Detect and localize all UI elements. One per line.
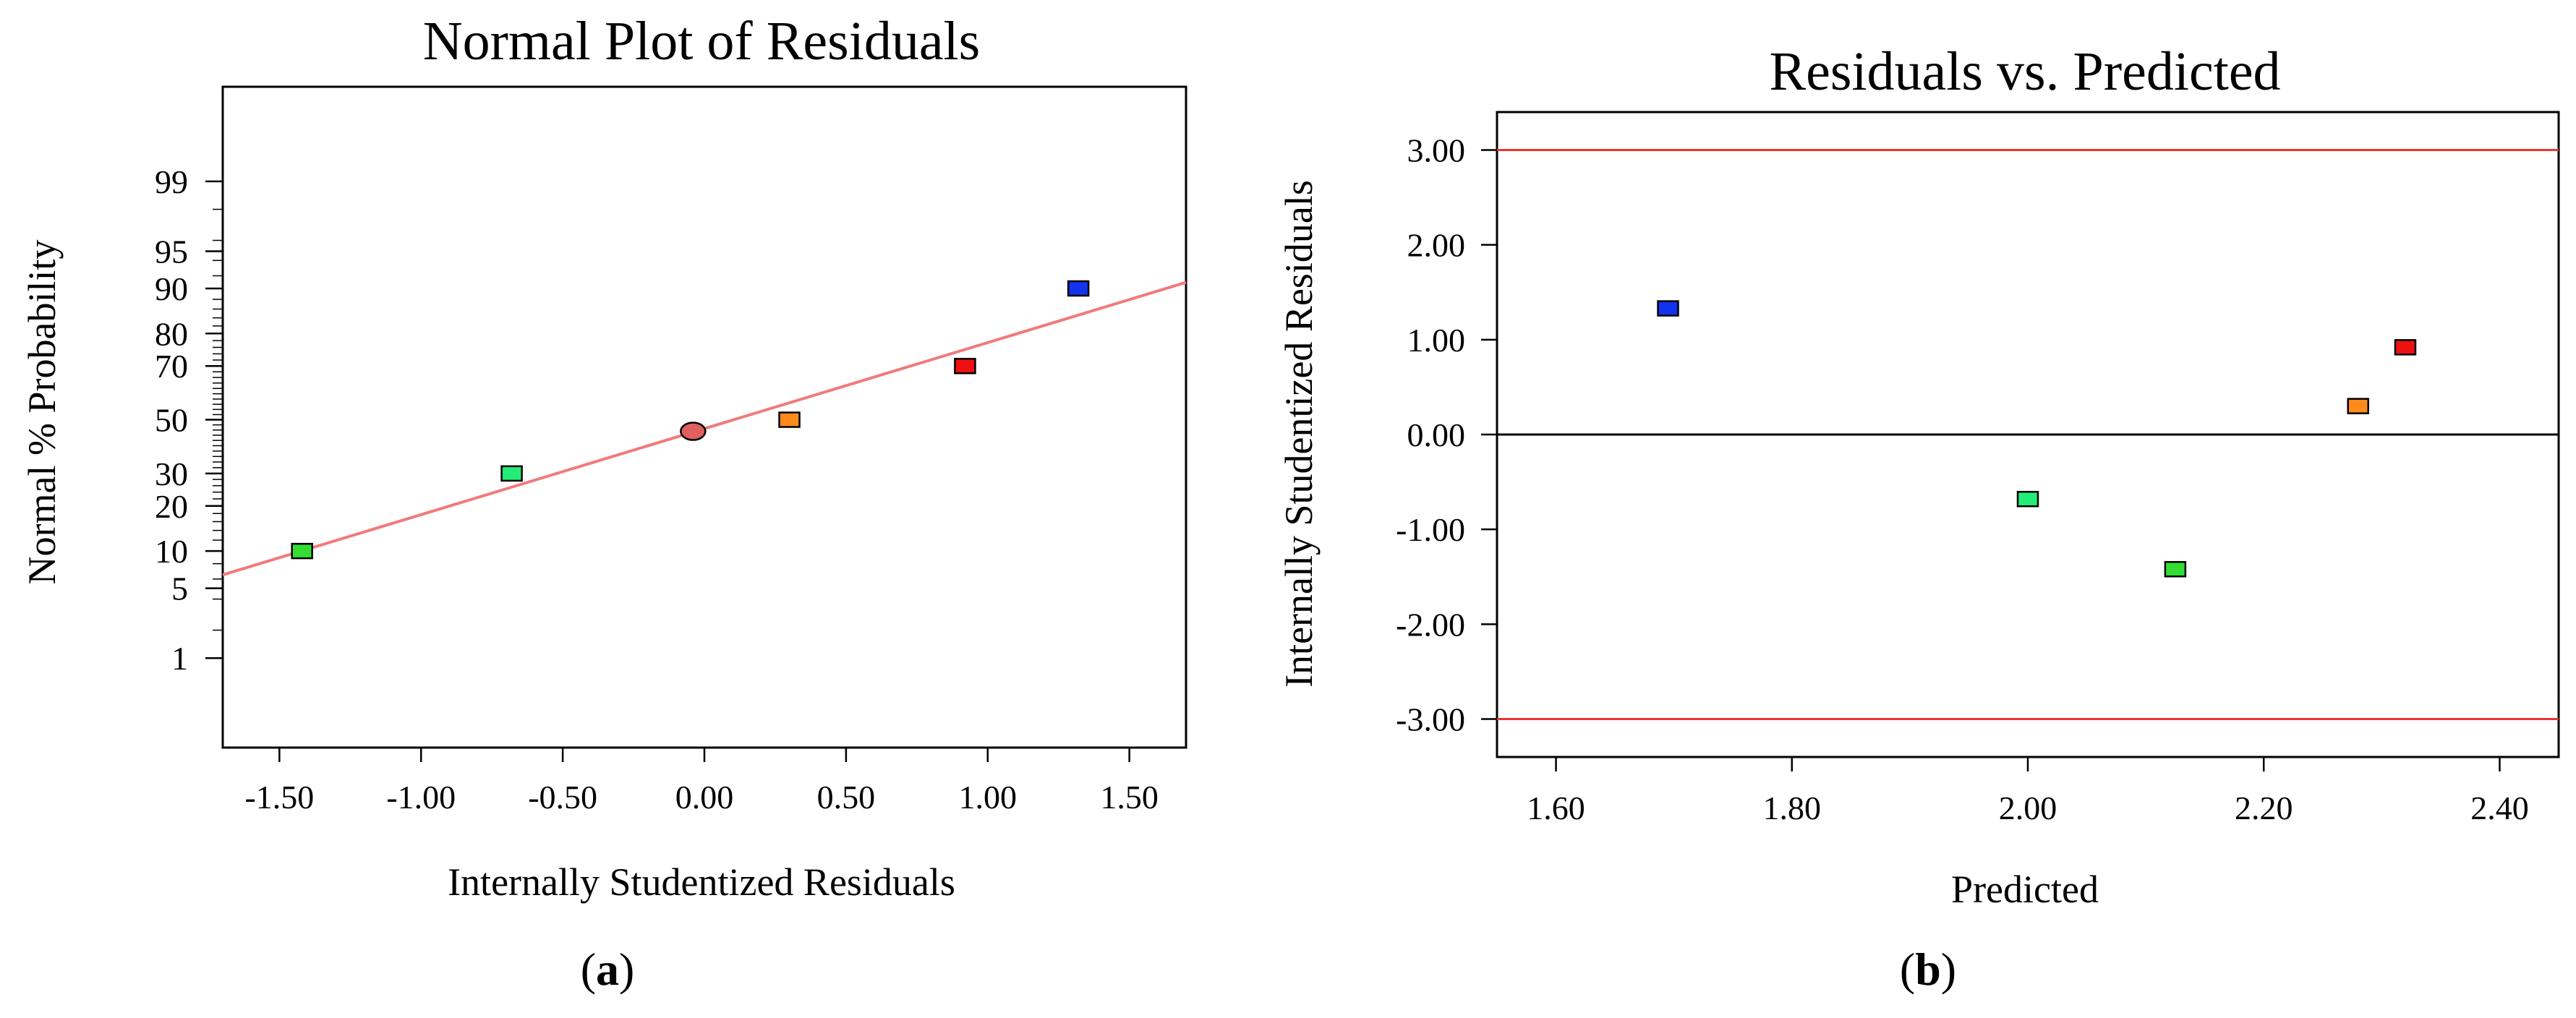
chart-a-x-tick-label: 0.00 — [675, 779, 734, 816]
chart-a-y-tick-label: 80 — [155, 315, 188, 352]
chart-b-title: Residuals vs. Predicted — [1769, 41, 2280, 102]
chart-b-panel-label: (b) — [1900, 944, 1956, 995]
chart-b-y-tick-label: -3.00 — [1396, 701, 1465, 738]
chart-a-x-tick-label: -1.50 — [244, 779, 314, 816]
chart-a-x-tick-label: 1.00 — [959, 779, 1018, 816]
chart-b-point — [1657, 300, 1679, 317]
chart-b-x-tick-label: 2.00 — [1999, 790, 2057, 826]
chart-a-y-label: Normal % Probability — [20, 240, 64, 585]
chart-a-y-tick-label: 30 — [155, 455, 188, 492]
chart-a-x-tick-label: -0.50 — [528, 779, 597, 816]
chart-b-y-tick-label: 1.00 — [1407, 322, 1466, 359]
chart-b-x-tick-label: 2.40 — [2470, 790, 2529, 826]
chart-a-y-tick-label: 10 — [155, 533, 188, 570]
chart-b-y-label: Internally Studentized Residuals — [1277, 180, 1321, 688]
chart-b-point — [2016, 490, 2039, 508]
chart-b-points — [1657, 300, 2417, 578]
chart-a-y-tick-label: 99 — [155, 163, 188, 200]
chart-a-point — [1067, 280, 1090, 297]
chart-a-x-axis: -1.50 -1.00 -0.50 0.00 0.50 1.00 1.50 — [244, 748, 1159, 816]
chart-a-points — [291, 280, 1090, 560]
chart-a-x-tick-label: 0.50 — [817, 779, 876, 816]
chart-b-x-axis: 1.60 1.80 2.00 2.20 2.40 — [1527, 757, 2529, 826]
chart-b-point — [2347, 398, 2369, 414]
chart-b-x-tick-label: 2.20 — [2235, 790, 2293, 826]
chart-a-y-tick-label: 5 — [171, 570, 188, 607]
chart-a-x-tick-label: 1.50 — [1100, 779, 1159, 816]
chart-b-x-label: Predicted — [1951, 868, 2099, 911]
chart-b-y-tick-label: 2.00 — [1407, 227, 1466, 264]
chart-a-point — [680, 422, 707, 441]
chart-b-y-tick-label: -1.00 — [1396, 511, 1465, 548]
chart-b-y-tick-label: 3.00 — [1407, 132, 1466, 168]
chart-b-y-axis: 3.00 2.00 1.00 0.00 -1.00 -2.00 -3.00 — [1396, 132, 1497, 738]
chart-a-y-tick-label: 90 — [155, 270, 188, 307]
chart-a-title: Normal Plot of Residuals — [423, 11, 981, 72]
chart-b-point — [2164, 561, 2187, 578]
chart-a-point — [291, 542, 313, 560]
chart-b-reference-lines — [1497, 148, 2559, 721]
chart-a-y-tick-label: 70 — [155, 348, 188, 385]
chart-a-point — [778, 411, 801, 428]
chart-b-x-tick-label: 1.60 — [1527, 790, 1585, 826]
chart-a-panel-label: (a) — [581, 944, 635, 995]
chart-b-point — [2394, 339, 2417, 356]
chart-a-y-tick-label: 20 — [155, 488, 188, 525]
chart-b-panel-letter: b — [1915, 944, 1941, 995]
chart-b-x-tick-label: 1.80 — [1763, 790, 1822, 826]
chart-b-residuals-vs-predicted: Residuals vs. Predicted 3.00 2.00 1.00 0.00… — [1277, 41, 2560, 995]
chart-a-y-tick-label: 1 — [171, 640, 188, 677]
chart-a-x-label: Internally Studentized Residuals — [448, 860, 955, 904]
chart-a-panel-letter: a — [596, 944, 619, 995]
chart-a-y-tick-label: 95 — [155, 233, 188, 270]
chart-b-y-tick-label: -2.00 — [1396, 606, 1465, 643]
chart-a-point — [500, 465, 523, 482]
chart-a-point — [954, 357, 976, 375]
chart-b-y-tick-label: 0.00 — [1407, 416, 1466, 453]
chart-a-plot-area — [221, 85, 1187, 749]
chart-a-x-tick-label: -1.00 — [386, 779, 456, 816]
chart-a-y-tick-label: 50 — [155, 402, 188, 439]
